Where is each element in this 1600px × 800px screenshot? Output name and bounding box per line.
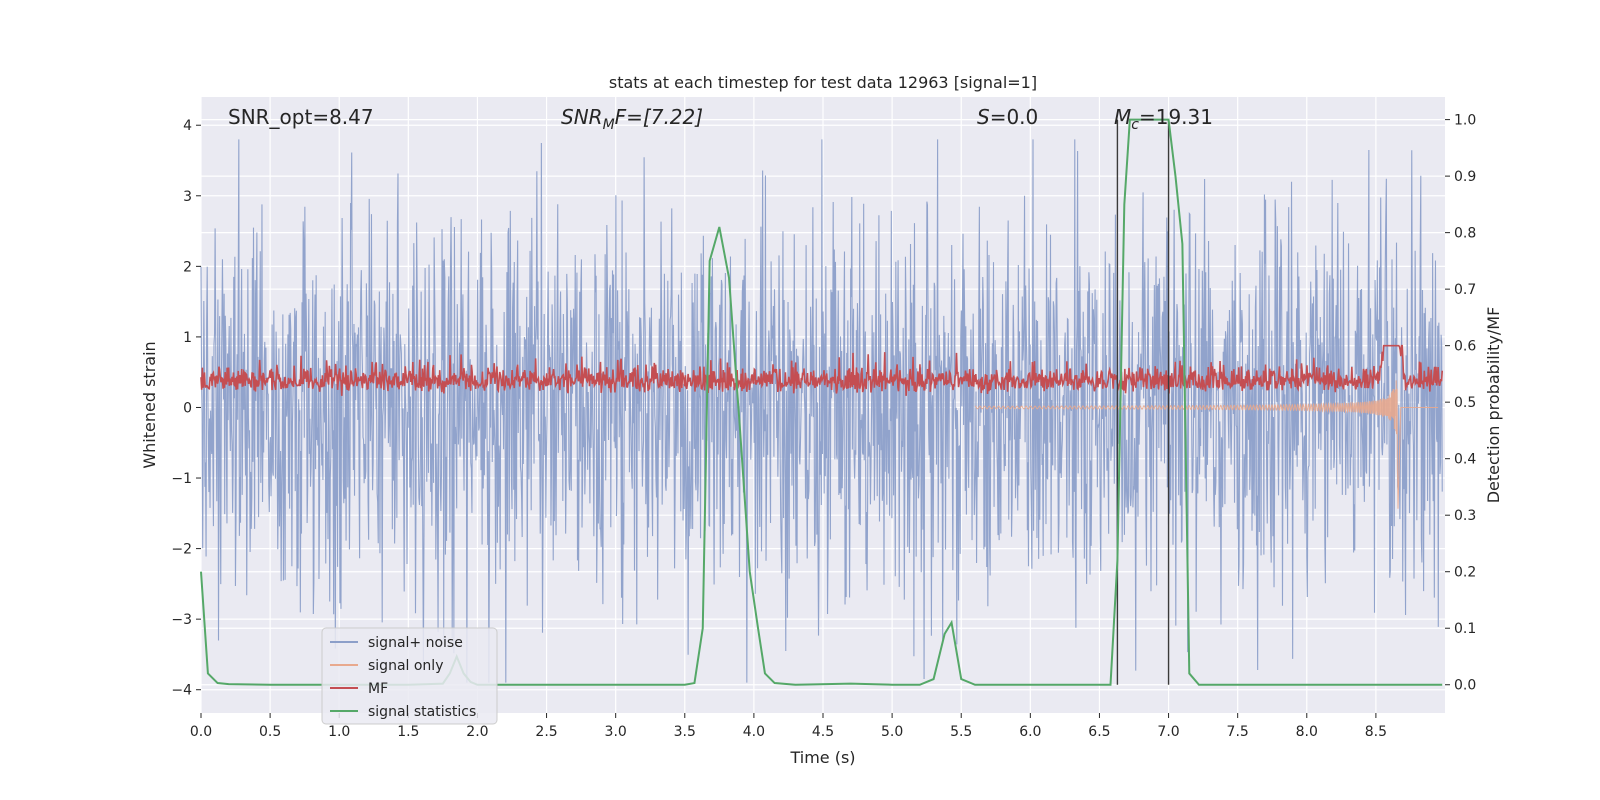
mc-value: =19.31 xyxy=(1139,105,1213,129)
x-tick-label: 3.0 xyxy=(605,724,627,740)
vertical-markers xyxy=(1116,119,1170,685)
snr-mf-base: SNR xyxy=(561,105,603,129)
y-tick-label-right: 0.7 xyxy=(1454,282,1476,298)
y-tick-label-left: 4 xyxy=(183,118,192,134)
x-tick-label: 7.0 xyxy=(1157,724,1179,740)
legend-label: MF xyxy=(368,681,388,697)
y-tick-label-left: 2 xyxy=(183,259,192,275)
x-tick-label: 5.0 xyxy=(881,724,903,740)
x-tick-label: 6.5 xyxy=(1088,724,1110,740)
x-tick-label: 1.0 xyxy=(328,724,350,740)
annotation-mc: Mc=19.31 xyxy=(1114,105,1213,133)
annotation-snr-opt: SNR_opt=8.47 xyxy=(228,105,374,129)
x-tick-label: 0.0 xyxy=(190,724,212,740)
y-tick-label-left: 1 xyxy=(183,330,192,346)
snr-mf-rest: F=[7.22] xyxy=(615,105,703,129)
x-tick-label: 1.5 xyxy=(397,724,419,740)
y-tick-label-right: 0.3 xyxy=(1454,508,1476,524)
x-tick-label: 4.0 xyxy=(743,724,765,740)
snr-mf-sub: M xyxy=(603,117,615,133)
annotation-s: S=0.0 xyxy=(977,105,1038,129)
y-tick-label-right: 0.6 xyxy=(1454,339,1476,355)
legend-label: signal+ noise xyxy=(368,635,463,651)
x-tick-label: 5.5 xyxy=(950,724,972,740)
x-tick-label: 8.0 xyxy=(1296,724,1318,740)
y-tick-label-right: 1.0 xyxy=(1454,113,1476,129)
y-tick-label-right: 0.9 xyxy=(1454,169,1476,185)
legend-box xyxy=(321,627,498,725)
y-axis-label-right: Detection probability/MF xyxy=(1484,307,1503,504)
y-tick-label-right: 0.5 xyxy=(1454,395,1476,411)
s-value: =0.0 xyxy=(990,105,1039,129)
y-tick-label-right: 0.4 xyxy=(1454,452,1476,468)
y-axis-label-left: Whitened strain xyxy=(140,341,159,468)
mf-line xyxy=(200,344,1444,396)
signal-only-series xyxy=(975,380,1439,509)
legend-label: signal statistics xyxy=(368,704,476,720)
y-tick-label-left: −4 xyxy=(171,683,192,699)
y-tick-label-right: 0.8 xyxy=(1454,226,1476,242)
x-tick-label: 2.0 xyxy=(466,724,488,740)
x-tick-label: 8.5 xyxy=(1365,724,1387,740)
y-tick-label-left: −1 xyxy=(171,471,192,487)
legend: signal+ noise signal only MF signal statist… xyxy=(321,627,498,725)
y-tick-label-left: 3 xyxy=(183,189,192,205)
x-ticks: 0.0 0.5 1.0 1.5 2.0 2.5 3.0 3.5 4.0 4.5 5.0 5.5 6.0 6… xyxy=(190,713,1387,740)
signal-noise-series xyxy=(200,139,1443,683)
mf-series xyxy=(200,344,1444,396)
x-tick-label: 2.5 xyxy=(535,724,557,740)
y-tick-label-right: 0.1 xyxy=(1454,621,1476,637)
mc-base: M xyxy=(1114,105,1131,129)
y-ticks-right: 1.0 0.9 0.8 0.7 0.6 0.5 0.4 0.3 0.2 0.1 0.0 xyxy=(1445,113,1476,694)
x-axis-label: Time (s) xyxy=(789,748,855,767)
y-tick-label-right: 0.0 xyxy=(1454,678,1476,694)
s-label: S xyxy=(977,105,990,129)
y-tick-label-left: 0 xyxy=(183,400,192,416)
x-tick-label: 0.5 xyxy=(259,724,281,740)
mc-sub: c xyxy=(1131,117,1139,133)
x-tick-label: 3.5 xyxy=(674,724,696,740)
y-tick-label-left: −3 xyxy=(171,612,192,628)
y-tick-label-right: 0.2 xyxy=(1454,565,1476,581)
annotation-snr-mf: SNRMF=[7.22] xyxy=(561,105,703,133)
signal-noise-line xyxy=(200,139,1443,683)
x-tick-label: 7.5 xyxy=(1227,724,1249,740)
y-ticks-left: 4 3 2 1 0 −1 −2 −3 −4 xyxy=(171,118,201,699)
y-tick-label-left: −2 xyxy=(171,542,192,558)
x-tick-label: 4.5 xyxy=(812,724,834,740)
legend-label: signal only xyxy=(368,658,443,674)
chart-title: stats at each timestep for test data 129… xyxy=(609,73,1037,92)
x-tick-label: 6.0 xyxy=(1019,724,1041,740)
signal-only-line xyxy=(975,380,1439,509)
